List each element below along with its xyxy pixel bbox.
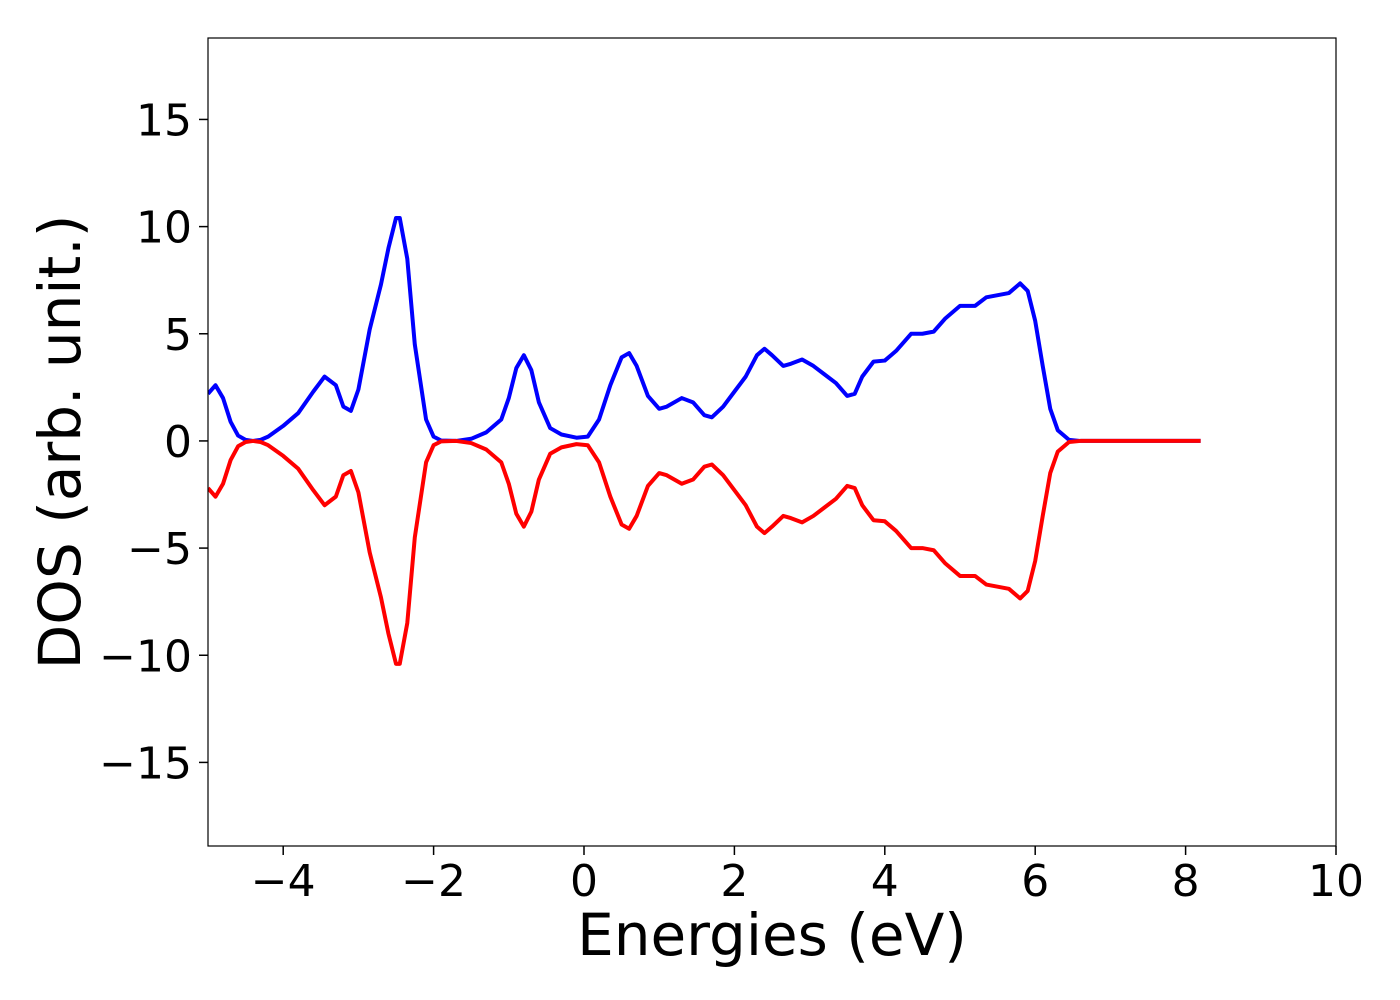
- y-tick-label: −10: [99, 631, 192, 682]
- y-tick-label: 15: [136, 95, 192, 146]
- y-axis-label: DOS (arb. unit.): [26, 215, 94, 670]
- plot-frame: [207, 37, 1337, 847]
- x-tick-label: 6: [1021, 856, 1049, 907]
- x-tick-label: −2: [401, 856, 466, 907]
- x-tick-label: 2: [720, 856, 748, 907]
- dos-line: [208, 438, 1201, 666]
- x-tick-label: 8: [1172, 856, 1200, 907]
- dos-line: [208, 216, 1201, 443]
- y-tick-label: −15: [99, 738, 192, 789]
- y-tick-label: 10: [136, 203, 192, 254]
- y-tick-label: 0: [164, 417, 192, 468]
- x-tick-label: 10: [1308, 856, 1364, 907]
- y-tick-label: 5: [164, 310, 192, 361]
- x-tick-label: 4: [871, 856, 899, 907]
- y-tick-label: −5: [127, 524, 192, 575]
- x-tick-label: −4: [251, 856, 316, 907]
- x-tick-label: 0: [570, 856, 598, 907]
- x-axis-label: Energies (eV): [577, 901, 967, 969]
